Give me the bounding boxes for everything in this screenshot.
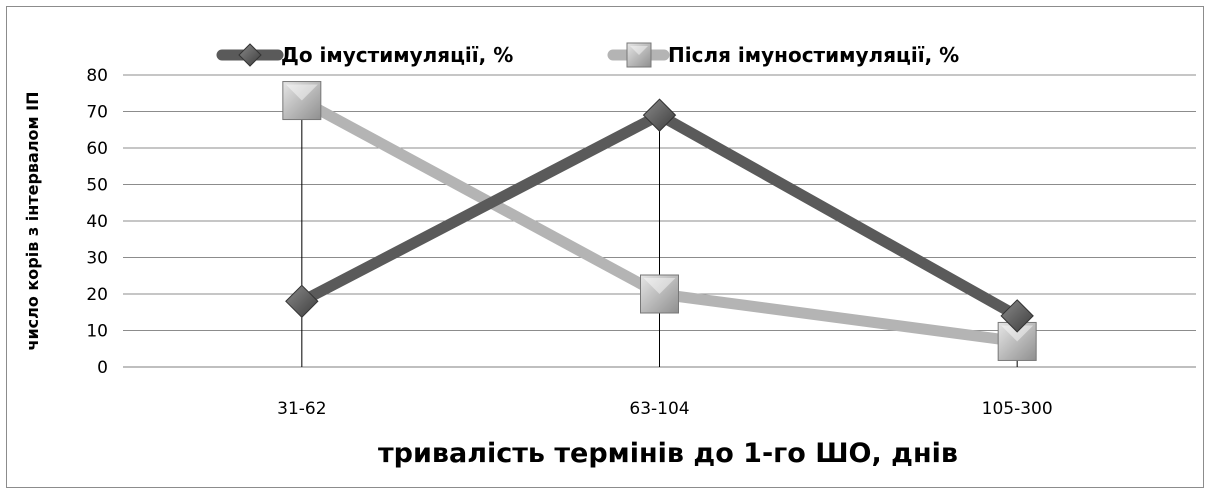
y-tick-label: 0 [97, 358, 108, 378]
square-marker [282, 81, 322, 121]
diamond-marker [1000, 299, 1034, 333]
square-marker-highlight [643, 278, 676, 294]
legend: До імустимуляції, % Після імуностимуляції… [216, 42, 959, 68]
y-tick-label: 60 [86, 139, 108, 159]
square-marker [626, 42, 652, 68]
y-tick-label: 30 [86, 249, 108, 269]
square-marker-highlight [630, 46, 648, 55]
x-tick-label: 105-300 [982, 399, 1053, 419]
y-tick-label: 10 [86, 322, 108, 342]
diamond-marker [642, 98, 677, 132]
x-axis-title: тривалість термінів до 1-го ШО, днів [378, 438, 958, 469]
legend-label: Після імуностимуляції, % [668, 43, 959, 67]
square-marker-highlight [285, 84, 318, 101]
y-tick-label: 40 [86, 212, 108, 232]
y-tick-label: 70 [86, 103, 108, 123]
y-tick-labels: 0 10 20 30 40 50 60 70 80 [86, 66, 108, 378]
series-markers [282, 81, 1037, 361]
y-tick-label: 20 [86, 285, 108, 305]
y-axis-title: число корів з інтервалом ІП [23, 91, 42, 350]
y-tick-label: 80 [86, 66, 108, 86]
diamond-marker [285, 284, 319, 319]
square-marker [640, 274, 679, 314]
legend-label: До імустимуляції, % [281, 43, 513, 67]
square-marker-highlight [1001, 325, 1034, 342]
x-tick-label: 63-104 [629, 399, 689, 419]
x-tick-label: 31-62 [277, 399, 326, 419]
diamond-marker [238, 43, 262, 67]
x-tick-labels: 31-62 63-104 105-300 [277, 399, 1053, 419]
y-tick-label: 50 [86, 176, 108, 196]
chart-frame [6, 6, 1204, 488]
